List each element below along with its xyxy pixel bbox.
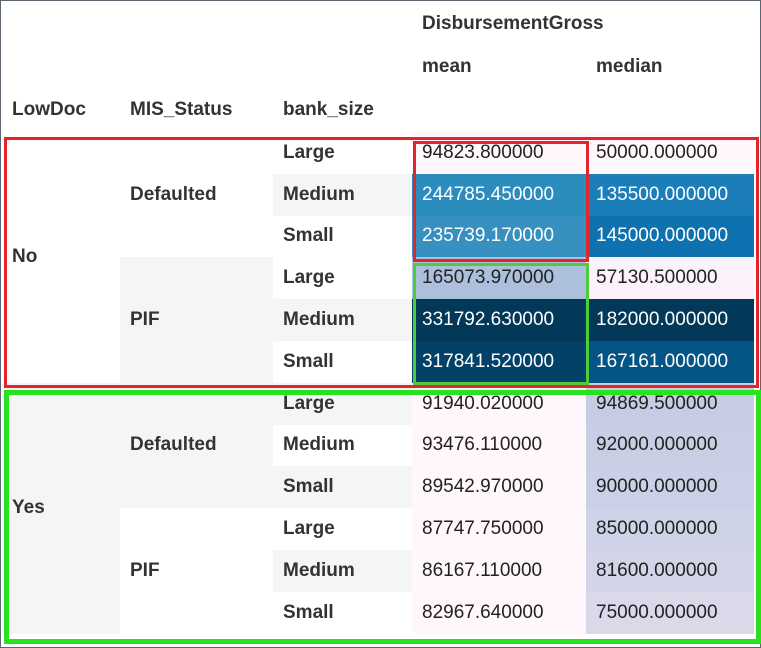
table-row: Medium 331792.630000 182000.000000 — [2, 299, 754, 341]
column-header-mean: mean — [422, 56, 472, 77]
index-name-bank-size: bank_size — [283, 99, 374, 120]
median-cell: 182000.000000 — [586, 299, 754, 341]
header-row-index-names: LowDoc MIS_Status bank_size — [2, 88, 754, 132]
mean-cell: 331792.630000 — [412, 299, 586, 341]
bank-size-label: Small — [273, 591, 412, 634]
bank-size-label: Medium — [273, 299, 412, 341]
mean-cell: 165073.970000 — [412, 257, 586, 300]
column-header-median: median — [596, 56, 663, 77]
bank-size-label: Small — [273, 215, 412, 258]
bank-size-label: Large — [273, 257, 412, 300]
header-blank — [2, 2, 120, 46]
table-row: Medium 244785.450000 135500.000000 — [2, 173, 754, 216]
table-row: PIF Large 87747.750000 85000.000000 — [2, 508, 754, 634]
median-cell: 167161.000000 — [586, 340, 754, 383]
median-cell: 50000.000000 — [586, 132, 754, 174]
header-blank — [120, 2, 273, 46]
mean-cell: 317841.520000 — [412, 340, 586, 383]
header-blank — [120, 46, 273, 88]
bank-size-label: Medium — [273, 173, 412, 216]
mean-cell: 94823.800000 — [412, 132, 586, 174]
mean-cell: 86167.110000 — [412, 549, 586, 592]
header-blank — [273, 2, 412, 46]
median-cell: 57130.500000 — [586, 257, 754, 300]
index-name-lowdoc: LowDoc — [12, 99, 86, 120]
median-cell: 145000.000000 — [586, 215, 754, 258]
table-row: Medium 86167.110000 81600.000000 — [2, 549, 754, 592]
bank-size-label: Medium — [273, 549, 412, 592]
column-group-header: DisbursementGross — [422, 13, 604, 34]
median-cell: 94869.500000 — [586, 382, 754, 425]
dataframe-table: DisbursementGross mean median LowDoc MIS… — [2, 2, 754, 634]
median-cell: 81600.000000 — [586, 549, 754, 592]
mis-status-label: PIF — [120, 508, 273, 634]
mean-cell: 82967.640000 — [412, 591, 586, 634]
mis-status-label: Defaulted — [120, 382, 273, 509]
median-cell: 92000.000000 — [586, 424, 754, 467]
median-cell: 90000.000000 — [586, 466, 754, 509]
lowdoc-label: Yes — [2, 382, 120, 634]
mis-status-label: PIF — [120, 257, 273, 383]
table-row: Small 82967.640000 75000.000000 — [2, 591, 754, 634]
table-row: Small 235739.170000 145000.000000 — [2, 215, 754, 258]
mean-cell: 91940.020000 — [412, 382, 586, 425]
header-blank — [2, 46, 120, 88]
mean-cell: 87747.750000 — [412, 508, 586, 550]
header-blank — [412, 88, 586, 132]
index-name-mis-status: MIS_Status — [130, 99, 233, 120]
bank-size-label: Medium — [273, 424, 412, 467]
median-cell: 135500.000000 — [586, 173, 754, 216]
median-cell: 75000.000000 — [586, 591, 754, 634]
header-row-stats: mean median — [2, 46, 754, 88]
table-row: Small 317841.520000 167161.000000 — [2, 340, 754, 383]
mean-cell: 235739.170000 — [412, 215, 586, 258]
median-cell: 85000.000000 — [586, 508, 754, 550]
header-blank — [273, 46, 412, 88]
bank-size-label: Large — [273, 508, 412, 550]
mean-cell: 244785.450000 — [412, 173, 586, 216]
bank-size-label: Small — [273, 340, 412, 383]
mean-cell: 93476.110000 — [412, 424, 586, 467]
header-blank — [586, 88, 754, 132]
bank-size-label: Large — [273, 132, 412, 174]
lowdoc-label: No — [2, 132, 120, 383]
bank-size-label: Small — [273, 466, 412, 509]
table-row: Yes Defaulted Large 91940.020000 94869.5… — [2, 382, 754, 634]
mis-status-label: Defaulted — [120, 132, 273, 258]
mean-cell: 89542.970000 — [412, 466, 586, 509]
table-row: Small 89542.970000 90000.000000 — [2, 466, 754, 509]
bank-size-label: Large — [273, 382, 412, 425]
header-row-group: DisbursementGross — [2, 2, 754, 46]
table-row: No Defaulted Large 94823.800000 50000.00… — [2, 132, 754, 383]
table-row: Medium 93476.110000 92000.000000 — [2, 424, 754, 467]
